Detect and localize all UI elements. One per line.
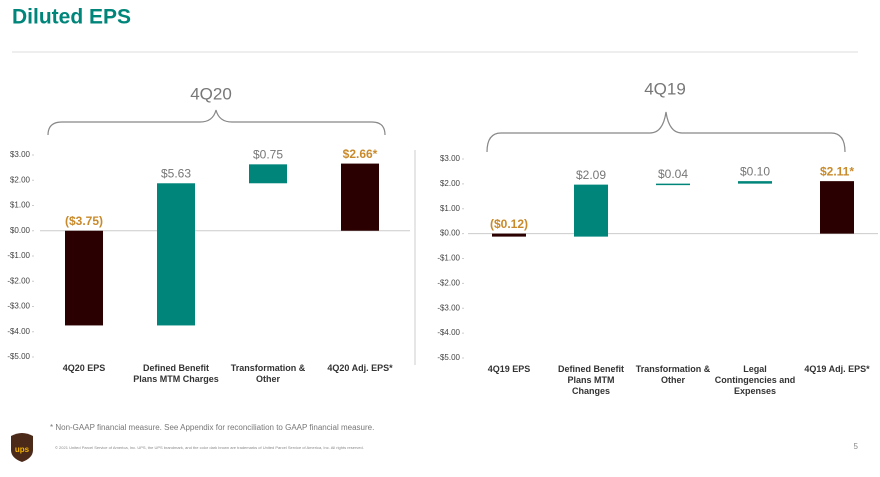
bar (820, 181, 854, 234)
y-tick-label: $2.00 (10, 175, 31, 184)
bar (157, 183, 195, 326)
ups-logo: ups (11, 433, 33, 462)
y-tick-label: -$1.00 (7, 251, 30, 260)
svg-text:ups: ups (15, 445, 30, 454)
y-tick-label: -$3.00 (437, 303, 460, 312)
y-tick-label: $3.00 (440, 154, 461, 163)
value-label: $2.09 (576, 168, 606, 182)
y-tick-label: $1.00 (440, 204, 461, 213)
value-label: ($3.75) (65, 214, 103, 228)
chart-title: 4Q19 (644, 79, 686, 98)
y-tick-label: -$2.00 (437, 278, 460, 287)
x-tick-label: Defined Benefit Plans MTM Charges (133, 363, 219, 384)
bar (341, 163, 379, 231)
y-tick-label: -$5.00 (437, 353, 460, 362)
chart-title: 4Q20 (190, 84, 232, 103)
x-tick-label-box: Legal Contingencies and Expenses (714, 364, 796, 396)
bar (738, 181, 772, 184)
value-label: $5.63 (161, 166, 191, 180)
value-label: $2.11* (820, 164, 854, 178)
bar (492, 233, 526, 237)
y-tick-label: $2.00 (440, 179, 461, 188)
page-number: 5 (854, 442, 859, 451)
bar (574, 184, 608, 237)
slide-title: Diluted EPS (12, 6, 131, 29)
value-label: $0.04 (658, 167, 688, 181)
x-tick-label-box: 4Q20 EPS (62, 363, 106, 373)
y-tick-label: $3.00 (10, 150, 31, 159)
x-tick-label-box: Transformation & Other (230, 363, 306, 384)
bar (65, 230, 103, 326)
y-tick-label: $0.00 (440, 229, 461, 238)
x-tick-label: Defined Benefit Plans MTM Changes (557, 364, 624, 396)
brace (486, 111, 846, 153)
bar (249, 164, 287, 184)
value-label: ($0.12) (490, 217, 528, 231)
x-tick-label-box: Defined Benefit Plans MTM Changes (557, 364, 624, 396)
x-tick-label-box: Defined Benefit Plans MTM Charges (133, 363, 219, 384)
copyright: © 2021 United Parcel Service of America,… (55, 445, 364, 450)
footnote: * Non-GAAP financial measure. See Append… (50, 423, 374, 432)
y-tick-label: -$1.00 (437, 254, 460, 263)
x-tick-label: 4Q20 Adj. EPS* (327, 363, 393, 373)
x-tick-label-box: 4Q19 EPS (487, 364, 531, 374)
x-tick-label: 4Q20 EPS (62, 363, 106, 373)
value-label: $0.10 (740, 164, 770, 178)
bar (656, 183, 690, 186)
y-tick-label: -$2.00 (7, 276, 30, 285)
brace (47, 109, 386, 136)
x-tick-label: Transformation & Other (635, 364, 711, 385)
x-tick-label: Transformation & Other (230, 363, 306, 384)
x-tick-label-box: 4Q20 Adj. EPS* (327, 363, 393, 373)
x-tick-label-box: Transformation & Other (635, 364, 711, 385)
x-tick-label: 4Q19 EPS (487, 364, 531, 374)
x-tick-label: 4Q19 Adj. EPS* (804, 364, 870, 374)
y-tick-label: -$3.00 (7, 302, 30, 311)
y-tick-label: $1.00 (10, 201, 31, 210)
x-tick-label-box: 4Q19 Adj. EPS* (804, 364, 870, 374)
x-tick-label: Legal Contingencies and Expenses (714, 364, 796, 396)
value-label: $0.75 (253, 148, 283, 162)
y-tick-label: $0.00 (10, 226, 31, 235)
value-label: $2.66* (343, 147, 378, 161)
y-tick-label: -$4.00 (7, 327, 30, 336)
y-tick-label: -$5.00 (7, 352, 30, 361)
y-tick-label: -$4.00 (437, 328, 460, 337)
